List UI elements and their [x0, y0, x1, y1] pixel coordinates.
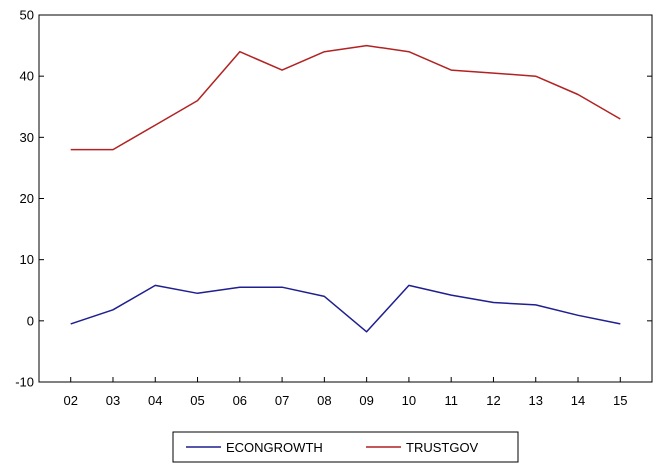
legend-box — [172, 431, 519, 463]
legend-label-econgrowth: ECONGROWTH — [226, 440, 323, 455]
x-tick-label: 15 — [613, 393, 627, 408]
series-line-econgrowth — [70, 284, 621, 333]
x-tick-label: 11 — [444, 393, 458, 408]
x-tick-label: 06 — [233, 393, 247, 408]
x-tick-label: 13 — [529, 393, 543, 408]
y-tick-label: 30 — [20, 130, 34, 145]
x-tick-label: 09 — [359, 393, 373, 408]
series-line-trustgov — [70, 44, 621, 151]
x-tick-label: 04 — [148, 393, 162, 408]
y-axis: -10 0 10 20 30 40 50 — [15, 8, 652, 390]
x-tick-label: 05 — [190, 393, 204, 408]
y-tick-label: 0 — [27, 313, 34, 328]
y-tick-label: 20 — [20, 191, 34, 206]
y-tick-label: 50 — [20, 8, 34, 23]
y-tick-label: -10 — [15, 375, 34, 390]
legend: ECONGROWTH TRUSTGOV — [172, 431, 519, 463]
x-tick-label: 02 — [63, 393, 77, 408]
x-tick-label: 08 — [317, 393, 331, 408]
plot-frame — [38, 14, 653, 383]
x-tick-label: 10 — [402, 393, 416, 408]
legend-label-trustgov: TRUSTGOV — [406, 440, 479, 455]
y-tick-label: 10 — [20, 252, 34, 267]
x-tick-label: 03 — [106, 393, 120, 408]
x-axis: 02 03 04 05 06 07 08 09 10 11 12 13 14 15 — [63, 377, 628, 408]
x-tick-label: 12 — [486, 393, 500, 408]
y-tick-label: 40 — [20, 69, 34, 84]
series-layer — [70, 44, 621, 333]
x-tick-label: 14 — [571, 393, 585, 408]
x-tick-label: 07 — [275, 393, 289, 408]
